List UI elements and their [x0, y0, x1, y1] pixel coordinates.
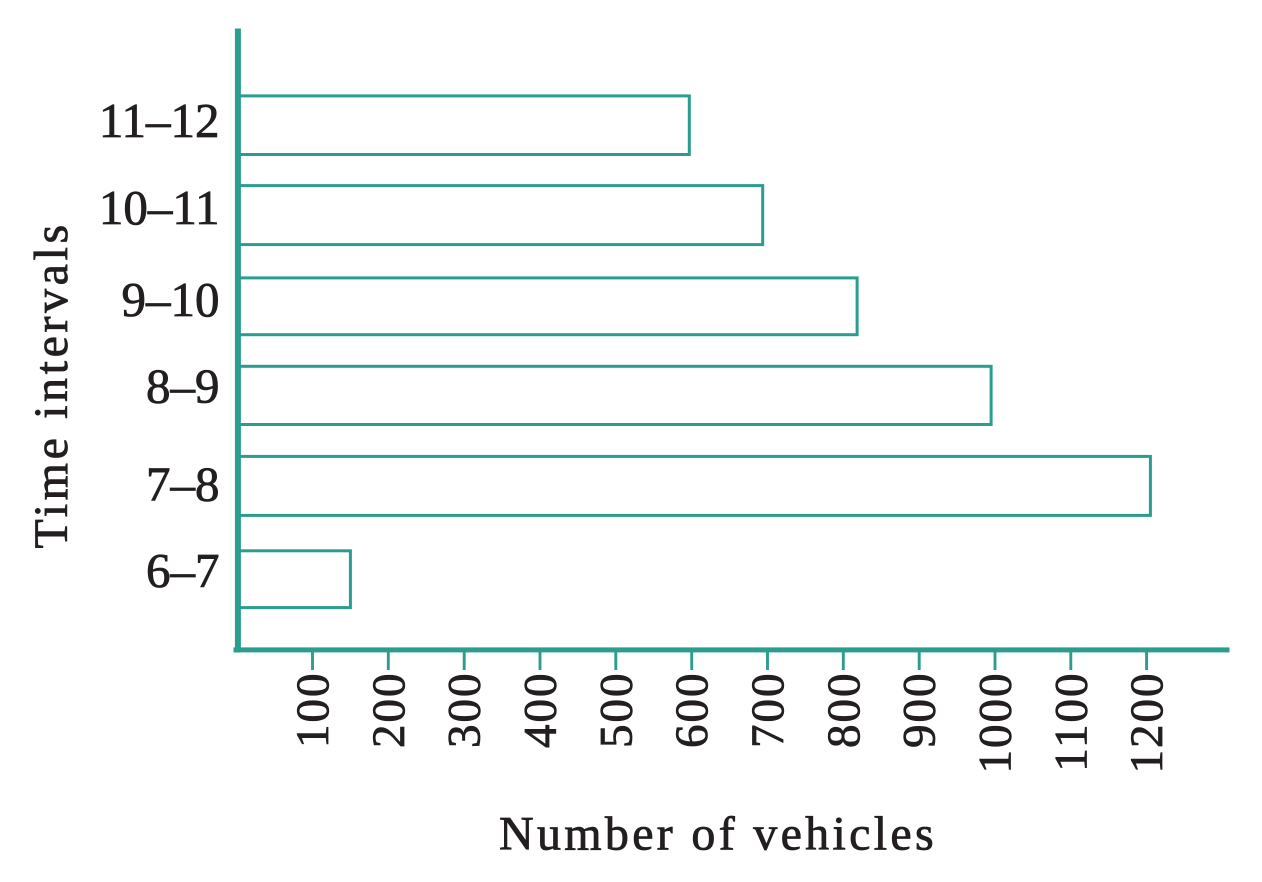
svg-text:7–8: 7–8 — [146, 457, 220, 512]
svg-text:1000: 1000 — [970, 672, 1022, 774]
svg-text:400: 400 — [515, 672, 567, 749]
svg-text:1200: 1200 — [1121, 672, 1173, 774]
svg-text:900: 900 — [894, 672, 946, 749]
svg-text:6–7: 6–7 — [146, 543, 220, 598]
svg-text:100: 100 — [287, 672, 339, 749]
svg-text:700: 700 — [742, 672, 794, 749]
svg-text:200: 200 — [363, 672, 415, 749]
svg-text:Time intervals: Time intervals — [25, 221, 78, 548]
svg-text:Number of vehicles: Number of vehicles — [499, 808, 937, 861]
svg-text:10–11: 10–11 — [99, 180, 220, 235]
svg-text:600: 600 — [666, 672, 718, 749]
svg-text:11–12: 11–12 — [99, 93, 220, 148]
svg-text:8–9: 8–9 — [146, 359, 220, 414]
svg-text:500: 500 — [590, 672, 642, 749]
svg-text:9–10: 9–10 — [122, 272, 220, 327]
svg-text:300: 300 — [439, 672, 491, 749]
svg-text:1100: 1100 — [1045, 672, 1097, 772]
svg-text:800: 800 — [818, 672, 870, 749]
